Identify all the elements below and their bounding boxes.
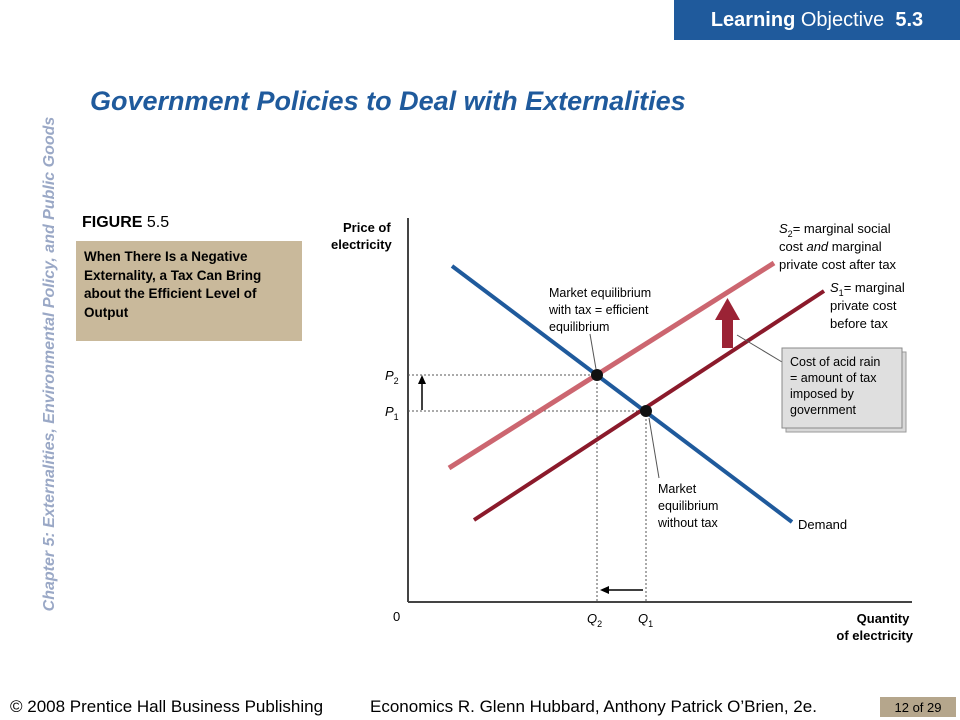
y-axis-title-line-2: electricity [331,237,392,252]
quantity-decrease-arrowhead [600,586,609,594]
s1-curve [474,291,824,520]
x-axis-title-line-1: Quantity [857,611,910,626]
origin-label: 0 [393,609,400,624]
svg-text:Quantity of electricity: Quantity of electricity [836,611,913,643]
equilibrium-without-tax-point [640,405,652,417]
p2-label: P2 [385,368,399,386]
eq-no-tax-leader [649,418,659,478]
footer-book: Economics R. Glenn Hubbard, Anthony Patr… [370,697,817,717]
eq-tax-leader [590,334,596,369]
acid-rain-line-1: Cost of acid rain [790,355,880,369]
p1-label: P1 [385,404,399,422]
eq-tax-label-line-3: equilibrium [549,320,609,334]
footer-copyright: © 2008 Prentice Hall Business Publishing [10,697,323,717]
q1-label: Q1 [638,611,653,629]
acid-rain-line-3: imposed by [790,387,855,401]
demand-label: Demand [798,517,847,532]
svg-text:Market equilibrium with ta: Market equilibrium with tax = efficient … [548,286,655,334]
x-axis-title-line-2: of electricity [836,628,913,643]
supply-shift-arrow [715,298,740,348]
acid-rain-line-4: government [790,403,857,417]
page-number-badge: 12 of 29 [880,697,956,717]
eq-tax-label-line-1: Market equilibrium [549,286,651,300]
equilibrium-with-tax-point [591,369,603,381]
s1-label: S1= marginal private cost before tax [830,280,908,331]
acid-rain-line-2: = amount of tax [790,371,877,385]
svg-text:Market equilibrium wit: Market equilibrium without tax [657,482,722,530]
s2-label: S2= marginal social cost and marginal pr… [779,221,897,272]
eq-tax-label-line-2: with tax = efficient [548,303,649,317]
eq-no-tax-label-line-2: equilibrium [658,499,718,513]
q2-label: Q2 [587,611,602,629]
acid-rain-leader [737,335,782,362]
eq-no-tax-label-line-1: Market [658,482,697,496]
eq-no-tax-label-line-3: without tax [657,516,719,530]
svg-text:Price of electricity: Price of electricity [331,220,394,252]
price-increase-arrowhead [418,375,426,384]
y-axis-title-line-1: Price of [343,220,391,235]
